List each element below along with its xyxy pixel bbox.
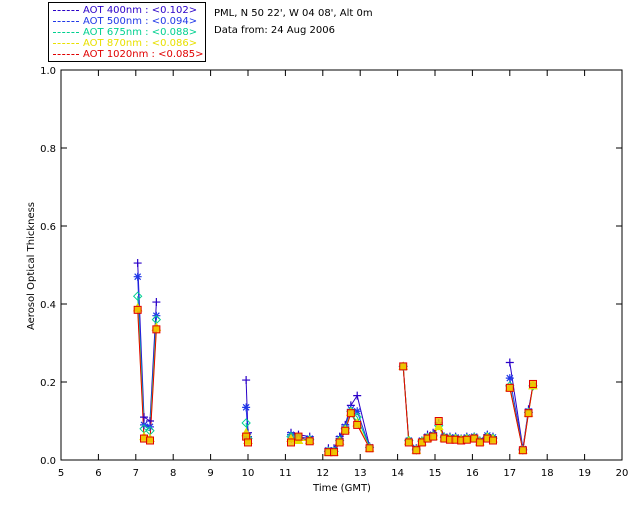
x-tick-label: 15 [429,468,442,479]
data-point-0 [242,376,251,385]
data-point-4 [462,435,471,444]
x-tick-label: 11 [279,468,292,479]
data-point-4 [305,437,314,446]
data-point-4 [412,446,421,455]
legend-label-870nm: AOT 870nm : <0.086> [83,38,198,49]
location-text: PML, N 50 22', W 04 08', Alt 0m [214,8,373,19]
legend-swatch-1020nm [53,53,79,55]
data-point-4 [434,417,443,425]
legend-label-500nm: AOT 500nm : <0.094> [83,16,198,27]
data-point-4 [244,438,252,447]
data-point-0 [133,259,142,268]
data-point-4 [335,438,344,447]
y-tick-label: 0.0 [40,456,56,467]
y-tick-label: 0.2 [40,378,56,389]
legend-label-1020nm: AOT 1020nm : <0.085> [83,49,204,60]
data-point-4 [146,436,155,445]
data-point-4 [404,438,413,447]
data-point-1 [242,403,251,412]
legend-swatch-400nm [53,9,79,11]
data-point-0 [353,391,362,400]
series-line-0 [328,394,371,449]
x-tick-label: 14 [391,468,404,479]
data-point-0 [152,298,161,307]
data-point-2 [132,291,143,301]
legend-item-500nm: AOT 500nm : <0.094> [53,16,197,27]
x-tick-label: 5 [58,468,64,479]
x-tick-label: 10 [242,468,255,479]
plot-area [60,69,623,461]
data-point-1 [353,407,362,416]
data-point-4 [294,432,303,441]
data-point-4 [341,426,350,435]
data-point-2 [241,418,251,428]
data-point-4 [524,409,533,418]
y-tick-label: 1.0 [40,66,56,77]
data-point-4 [518,446,527,455]
data-point-4 [475,438,484,447]
data-point-3 [433,421,444,430]
series-line-4 [509,383,534,451]
legend: AOT 400nm : <0.102> AOT 500nm : <0.094> … [48,2,206,62]
x-tick-label: 9 [207,468,213,479]
x-tick-label: 13 [354,468,367,479]
data-point-4 [330,448,339,457]
x-tick-label: 18 [541,468,554,479]
x-tick-label: 20 [616,468,629,479]
legend-swatch-675nm [53,31,79,33]
data-point-4 [488,436,497,445]
data-point-4 [429,432,438,441]
x-tick-label: 12 [316,468,329,479]
date-text: Data from: 24 Aug 2006 [214,25,335,36]
x-axis-label: Time (GMT) [312,483,371,494]
legend-item-1020nm: AOT 1020nm : <0.085> [53,49,203,60]
legend-swatch-870nm [53,42,79,44]
data-point-4 [287,438,296,447]
x-tick-label: 6 [95,468,101,479]
legend-swatch-500nm [53,20,79,22]
x-tick-label: 8 [170,468,176,479]
data-point-4 [505,383,514,392]
data-point-1 [505,374,514,383]
x-tick-label: 19 [578,468,591,479]
x-tick-label: 7 [133,468,139,479]
data-point-1 [133,272,142,281]
data-point-0 [505,358,514,367]
data-point-4 [353,420,362,429]
data-point-4 [152,325,161,334]
data-point-0 [140,413,149,422]
data-point-4 [133,305,142,314]
y-axis-label: Aerosol Optical Thickness [26,202,37,330]
data-point-4 [346,409,355,418]
legend-item-400nm: AOT 400nm : <0.102> [53,5,197,16]
data-point-4 [399,362,408,371]
x-tick-label: 17 [503,468,516,479]
legend-label-400nm: AOT 400nm : <0.102> [83,5,198,16]
data-point-4 [528,379,537,388]
legend-item-870nm: AOT 870nm : <0.086> [53,38,197,49]
y-tick-label: 0.4 [40,300,56,311]
legend-item-675nm: AOT 675nm : <0.088> [53,27,197,38]
data-point-4 [365,444,374,453]
x-tick-label: 16 [466,468,479,479]
y-tick-label: 0.6 [40,222,56,233]
legend-label-675nm: AOT 675nm : <0.088> [83,27,198,38]
y-tick-label: 0.8 [40,144,56,155]
